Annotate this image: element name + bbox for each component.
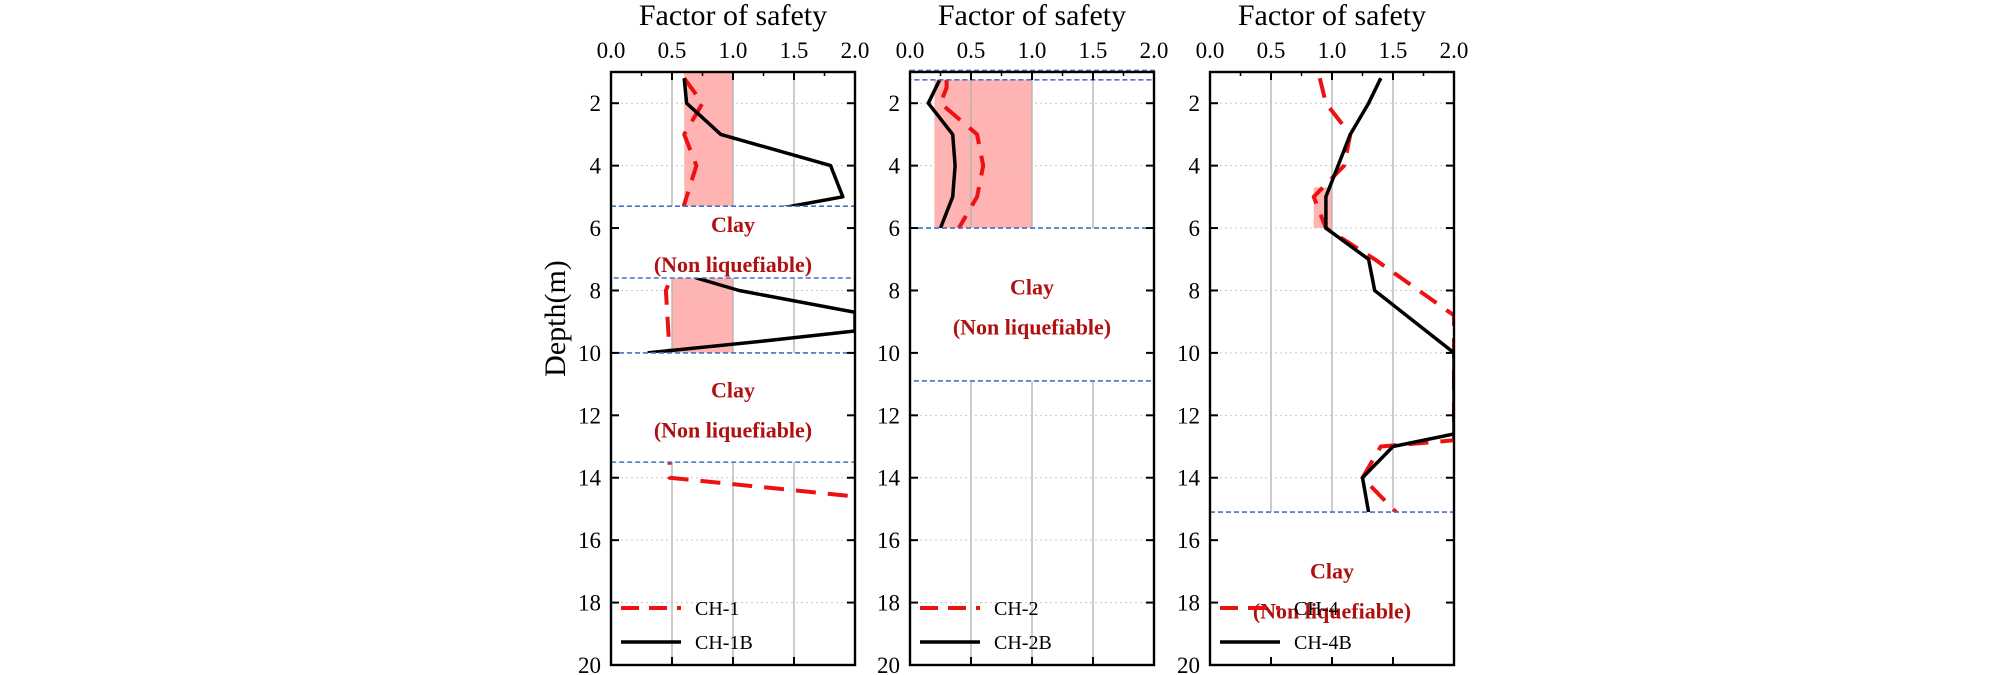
- chart-1-y-tick-label: 12: [877, 403, 900, 428]
- chart-2-x-tick-label: 2.0: [1440, 38, 1469, 63]
- chart-2-y-tick-label: 2: [1189, 91, 1201, 116]
- chart-2-x-tick-label: 0.0: [1196, 38, 1225, 63]
- chart-1-series-ch-2b: [926, 77, 957, 229]
- chart-1-y-tick-label: 16: [877, 528, 900, 553]
- chart-0-liquefaction-zone: [684, 72, 733, 207]
- chart-0-legend-label-ch-1b: CH-1B: [695, 632, 753, 654]
- chart-1-legend-label-ch-2: CH-2: [994, 598, 1038, 620]
- chart-0-y-tick-label: 10: [578, 341, 601, 366]
- chart-2-x-tick-label: 1.0: [1318, 38, 1347, 63]
- chart-2-y-tick-label: 16: [1177, 528, 1200, 553]
- chart-0-clay-label: Clay: [711, 212, 755, 237]
- chart-1-x-tick-label: 0.5: [957, 38, 986, 63]
- chart-1-y-tick-label: 8: [889, 278, 901, 303]
- chart-1-y-tick-label: 2: [889, 91, 901, 116]
- chart-0-y-tick-label: 14: [578, 466, 602, 491]
- chart-1-clay-label: Clay: [1010, 275, 1054, 300]
- chart-2-legend-label-ch-4: CH-4: [1294, 598, 1338, 620]
- chart-2-x-tick-label: 1.5: [1379, 38, 1408, 63]
- chart-0-y-tick-label: 20: [578, 653, 601, 675]
- chart-0-x-tick-label: 0.0: [597, 38, 626, 63]
- chart-0-x-tick-label: 2.0: [841, 38, 870, 63]
- chart-1-x-tick-label: 2.0: [1140, 38, 1169, 63]
- chart-2-series-ch-4: [1311, 77, 1454, 517]
- chart-1-y-tick-label: 18: [877, 591, 900, 616]
- chart-0-legend-label-ch-1: CH-1: [695, 598, 739, 620]
- chart-1-x-tick-label: 0.0: [896, 38, 925, 63]
- chart-2-y-tick-label: 12: [1177, 403, 1200, 428]
- chart-0-y-tick-label: 6: [590, 216, 602, 241]
- panel-ch1: Clay (Non liquefiable) Clay (Non liquefiabl…: [578, 0, 869, 675]
- chart-0-y-tick-label: 2: [590, 91, 602, 116]
- chart-0-x-tick-label: 0.5: [658, 38, 687, 63]
- chart-2-y-tick-label: 10: [1177, 341, 1200, 366]
- panel-ch4: Clay (Non liquefiable) 0.0 0.5 1.0 1.5 2.0 2 4 6 8…: [1177, 0, 1468, 675]
- panel-ch2: Clay (Non liquefiable) 0.0 0.5 1.0 1.5 2.0 2 4 6 8…: [877, 0, 1168, 675]
- chart-1-y-tick-label: 4: [889, 154, 901, 179]
- chart-1-clay-layer-box: [909, 227, 1155, 382]
- chart-1-y-tick-label: 20: [877, 653, 900, 675]
- chart-0-clay-label: Clay: [711, 378, 755, 403]
- chart-1-clay-sublabel: (Non liquefiable): [953, 315, 1111, 340]
- chart-2-clay-sublabel: (Non liquefiable): [1253, 599, 1411, 624]
- chart-2-legend-label-ch-4b: CH-4B: [1294, 632, 1352, 654]
- chart-1-series-ch-2: [938, 78, 986, 230]
- chart-2-y-tick-label: 6: [1189, 216, 1201, 241]
- chart-0-y-tick-label: 12: [578, 403, 601, 428]
- chart-1-legend-label-ch-2b: CH-2B: [994, 632, 1052, 654]
- chart-2-y-tick-label: 14: [1177, 466, 1201, 491]
- chart-0-y-tick-label: 18: [578, 591, 601, 616]
- chart-2-y-tick-label: 8: [1189, 278, 1201, 303]
- chart-0-x-tick-label: 1.0: [719, 38, 748, 63]
- chart-0-clay-layer-box: [610, 352, 856, 463]
- chart-1-x-tick-label: 1.5: [1079, 38, 1108, 63]
- chart-1-y-tick-label: 10: [877, 341, 900, 366]
- chart-0-y-tick-label: 4: [590, 154, 602, 179]
- chart-1-y-tick-label: 6: [889, 216, 901, 241]
- chart-2-series-ch-4b: [1324, 77, 1454, 513]
- chart-0-y-tick-label: 8: [590, 278, 602, 303]
- chart-0-clay-sublabel: (Non liquefiable): [654, 252, 812, 277]
- chart-2-y-tick-label: 20: [1177, 653, 1200, 675]
- chart-1-y-tick-label: 14: [877, 466, 901, 491]
- chart-0-x-axis-title: Factor of safety: [639, 0, 827, 32]
- y-axis-label: Depth(m): [539, 260, 572, 377]
- chart-0-x-tick-label: 1.5: [780, 38, 809, 63]
- chart-1-x-tick-label: 1.0: [1018, 38, 1047, 63]
- chart-0-y-tick-label: 16: [578, 528, 601, 553]
- chart-0-liquefaction-zone: [672, 274, 733, 353]
- chart-1-x-axis-title: Factor of safety: [938, 0, 1126, 32]
- chart-2-x-tick-label: 0.5: [1257, 38, 1286, 63]
- chart-0-clay-sublabel: (Non liquefiable): [654, 418, 812, 443]
- chart-2-y-tick-label: 4: [1189, 154, 1201, 179]
- chart-2-clay-label: Clay: [1310, 559, 1354, 584]
- chart-2-x-axis-title: Factor of safety: [1238, 0, 1426, 32]
- chart-2-y-tick-label: 18: [1177, 591, 1200, 616]
- chart-0-clay-layer-box: [610, 205, 856, 279]
